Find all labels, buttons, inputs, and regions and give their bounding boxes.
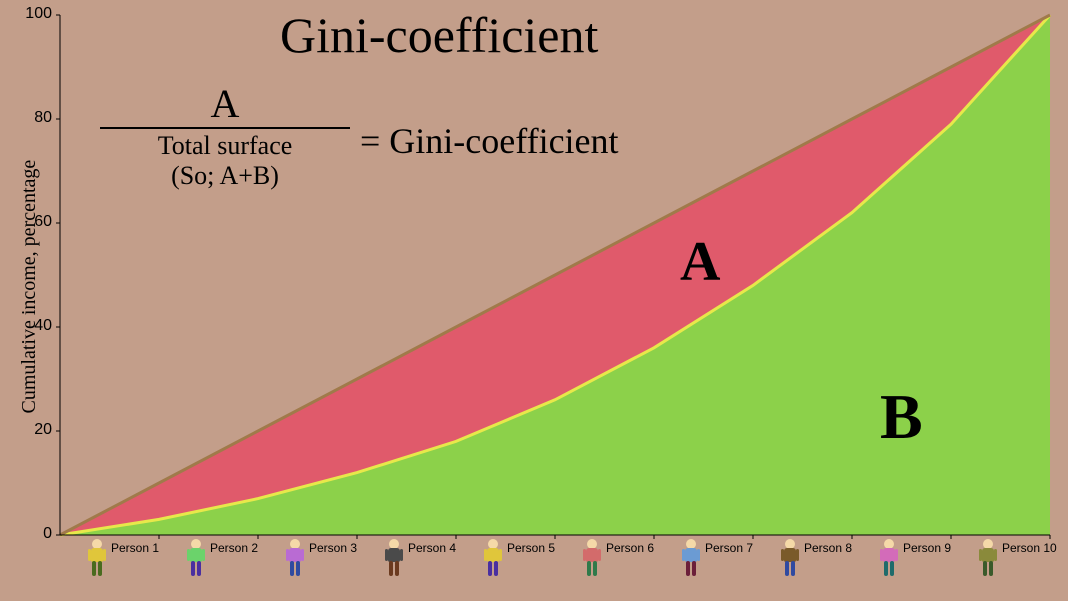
formula-denominator2: (So; A+B) — [100, 161, 350, 191]
region-b-label: B — [880, 380, 923, 454]
person-icon — [483, 539, 503, 577]
gini-formula: A Total surface (So; A+B) — [100, 80, 350, 191]
person-icon — [285, 539, 305, 577]
y-tick-label: 20 — [22, 421, 52, 439]
formula-equals: = Gini-coefficient — [360, 120, 619, 162]
x-category-label: Person 2 — [210, 541, 258, 555]
x-category-label: Person 9 — [903, 541, 951, 555]
person-icon — [582, 539, 602, 577]
x-category-label: Person 4 — [408, 541, 456, 555]
y-axis-label: Cumulative income, percentage — [18, 160, 41, 414]
y-tick-label: 100 — [22, 5, 52, 23]
x-category-label: Person 6 — [606, 541, 654, 555]
person-icon — [681, 539, 701, 577]
x-category-label: Person 5 — [507, 541, 555, 555]
person-icon — [978, 539, 998, 577]
chart-title: Gini-coefficient — [280, 6, 598, 64]
formula-numerator: A — [100, 80, 350, 127]
person-icon — [780, 539, 800, 577]
person-icon — [384, 539, 404, 577]
formula-denominator1: Total surface — [100, 127, 350, 161]
x-category-label: Person 8 — [804, 541, 852, 555]
x-category-label: Person 3 — [309, 541, 357, 555]
y-tick-label: 80 — [22, 109, 52, 127]
y-tick-label: 40 — [22, 317, 52, 335]
region-a-label: A — [680, 230, 720, 294]
stage: Cumulative income, percentage Gini-coeff… — [0, 0, 1068, 601]
person-icon — [879, 539, 899, 577]
x-category-label: Person 7 — [705, 541, 753, 555]
person-icon — [186, 539, 206, 577]
y-tick-label: 60 — [22, 213, 52, 231]
x-category-label: Person 10 — [1002, 541, 1057, 555]
y-tick-label: 0 — [22, 525, 52, 543]
x-category-label: Person 1 — [111, 541, 159, 555]
person-icon — [87, 539, 107, 577]
